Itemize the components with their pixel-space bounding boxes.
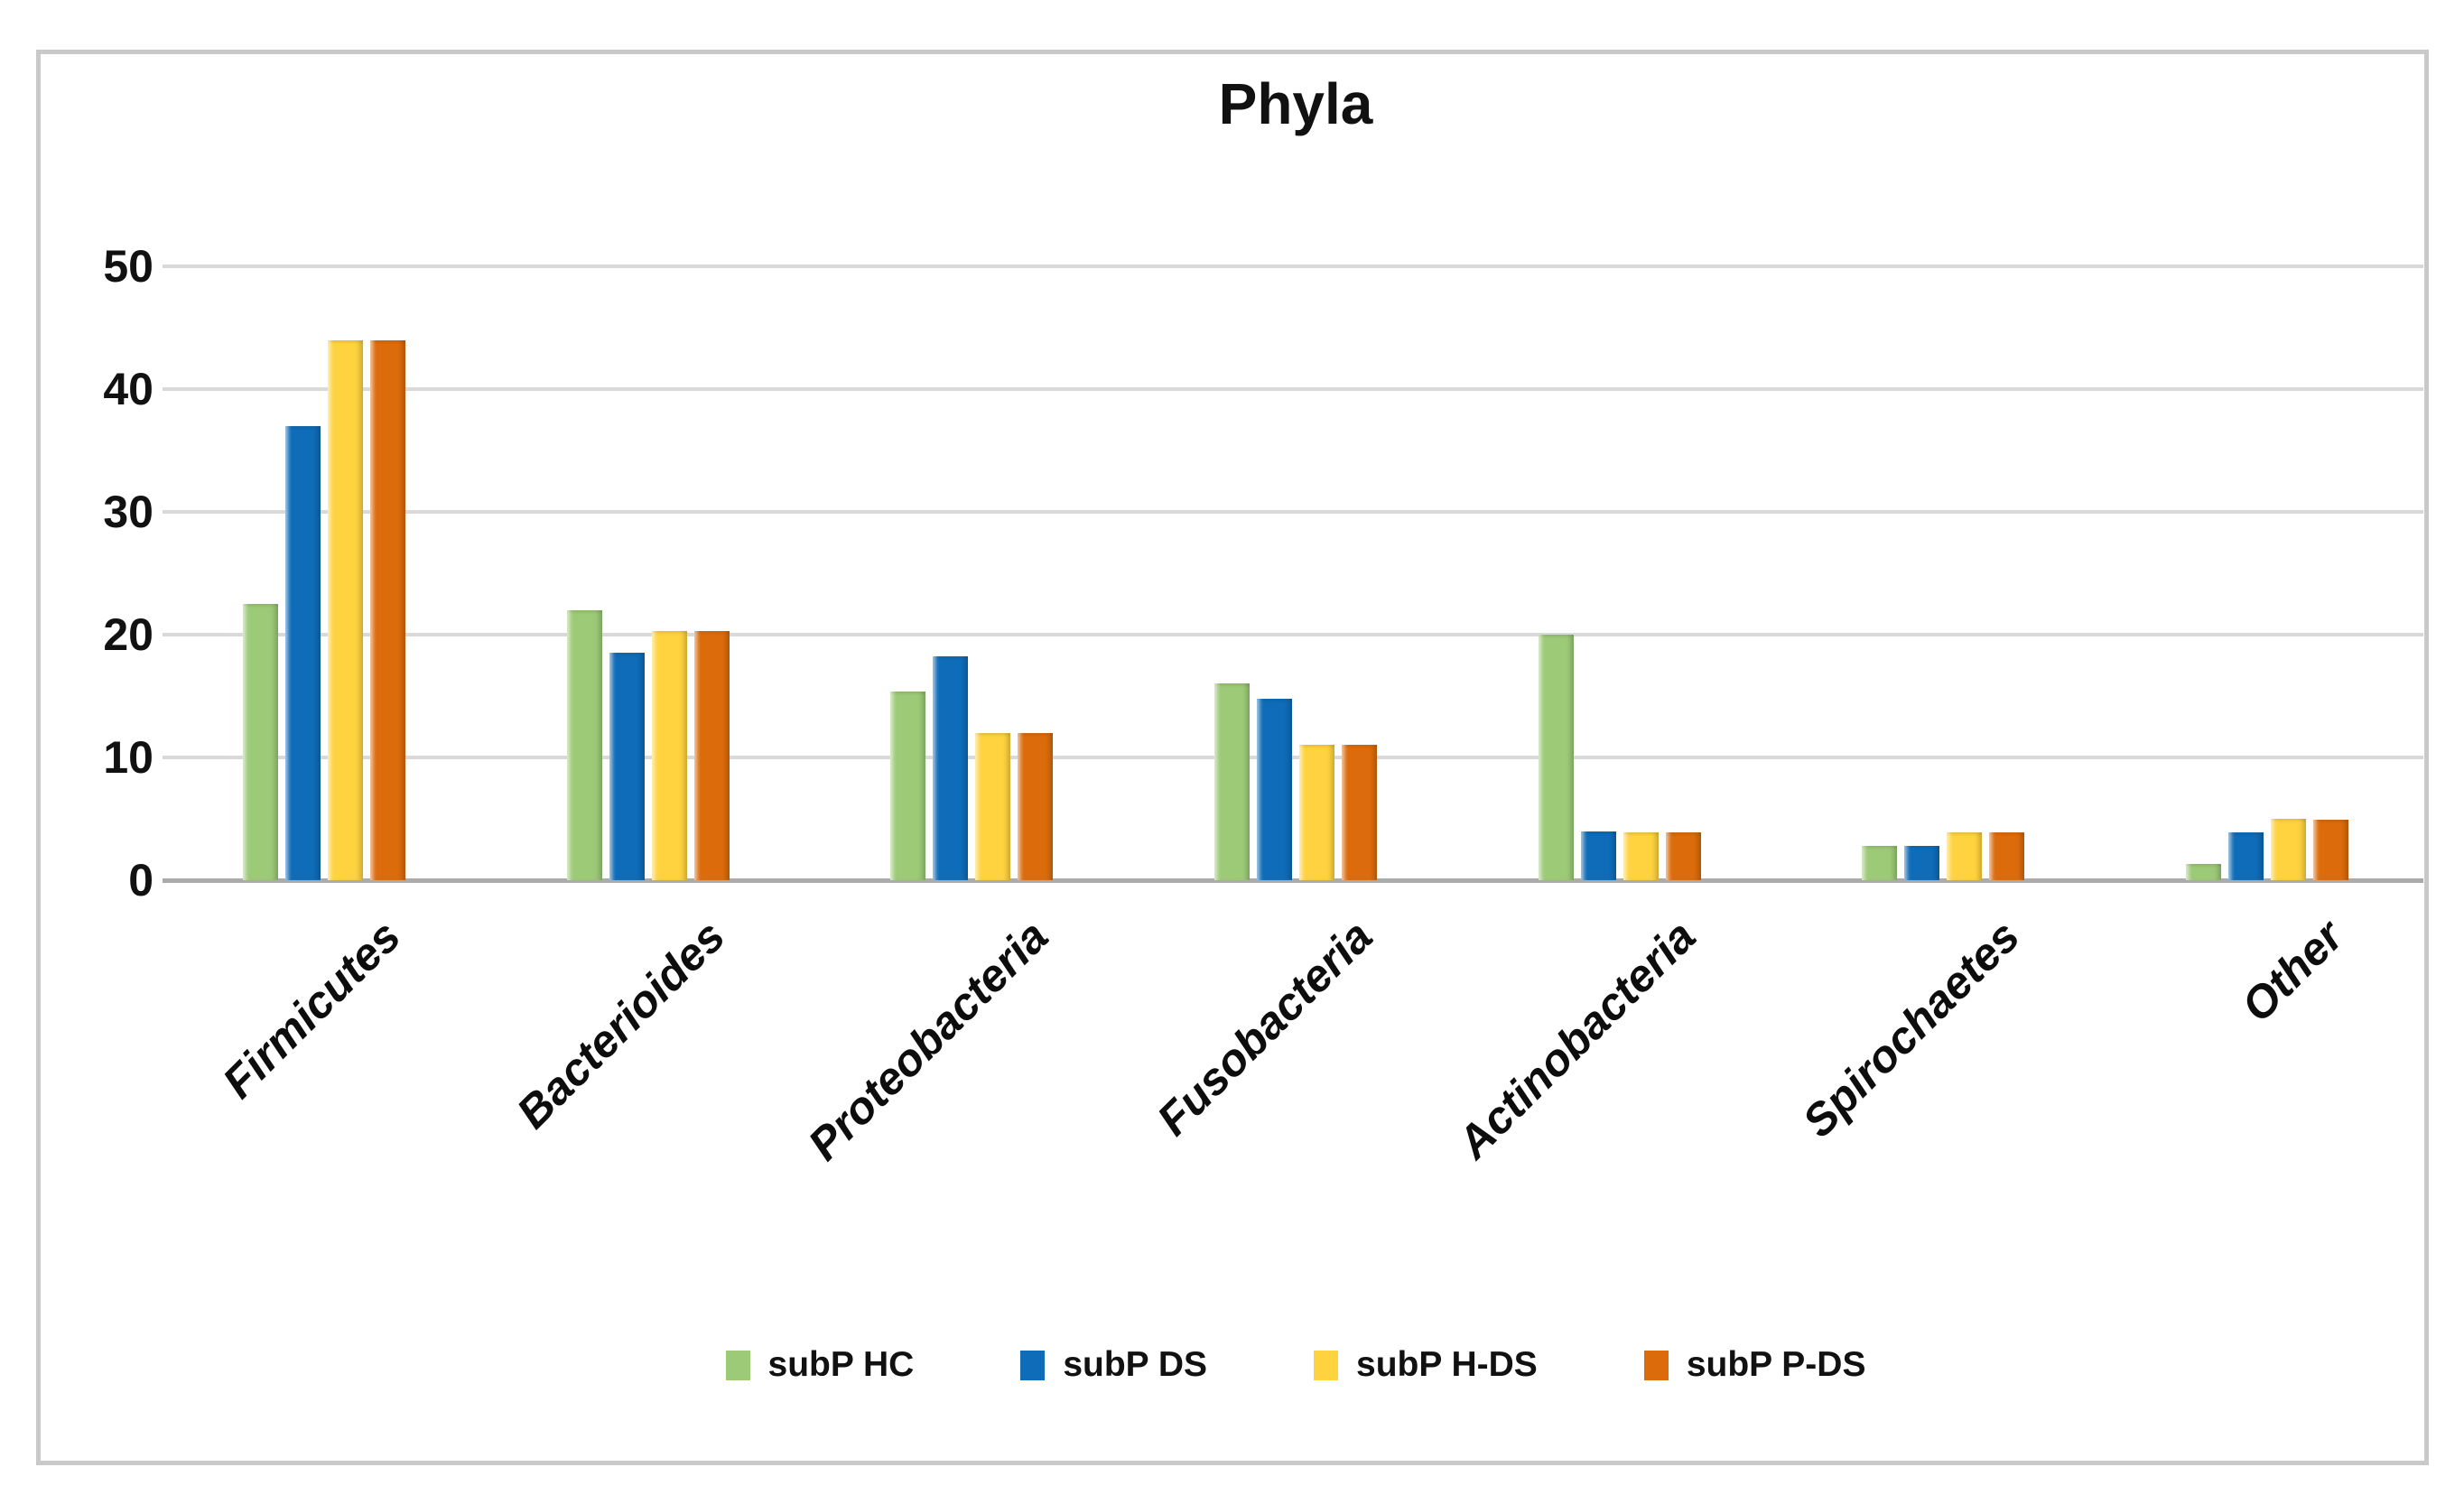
legend-item: subP P-DS [1643,1345,1866,1385]
bar [609,653,645,880]
bar [975,732,1011,880]
legend-swatch [725,1350,750,1380]
bar [1214,683,1251,880]
bar [285,425,321,880]
legend-item: subP HC [725,1345,915,1385]
bar [1342,745,1378,880]
bar-cluster [890,266,1054,880]
bar [2270,819,2306,880]
bar [1018,732,1054,880]
y-axis-tick-label: 40 [103,364,153,414]
gridline [163,756,2423,759]
y-axis-tick-label: 0 [128,855,153,905]
legend-swatch [1020,1350,1046,1380]
bar-cluster [1538,266,1701,880]
legend-item: subP DS [1020,1345,1207,1385]
plot-area [163,265,2429,883]
y-axis-tick-label: 10 [103,732,153,783]
bar-group [1781,266,2106,880]
bar [693,630,730,880]
bar [1538,635,1574,880]
bar [566,609,602,880]
bar-cluster [1862,266,2025,880]
bar [890,691,926,880]
bar [1989,831,2025,880]
bar [1665,831,1701,880]
legend-label: subP P-DS [1686,1345,1866,1384]
bar-group [487,266,811,880]
bar [370,339,406,880]
bar [651,630,687,880]
bar-cluster [1214,266,1378,880]
bar [2312,820,2348,880]
legend: subP HC subP DS subP H-DS subP P-DS [163,1334,2429,1396]
bar [2185,864,2221,880]
bar [328,339,364,880]
bar [1862,845,1898,880]
gridline [163,510,2423,514]
bar [1580,831,1616,880]
bar-cluster [566,266,730,880]
legend-item: subP H-DS [1314,1345,1538,1385]
bar [243,604,279,880]
legend-label: subP H-DS [1356,1345,1538,1384]
bar-layer [163,266,2429,880]
bar [933,656,969,880]
bar [2227,831,2264,880]
bar-group [2105,266,2429,880]
bar-cluster [243,266,406,880]
bar-cluster [2185,266,2348,880]
bar [1947,831,1983,880]
gridline [163,265,2423,268]
chart-title: Phyla [1218,71,1373,136]
y-axis-tick-label: 20 [103,609,153,660]
bar-group [1457,266,1781,880]
bar [1904,845,1940,880]
bar-group [1134,266,1458,880]
legend-label: subP HC [767,1345,915,1384]
bar [1299,745,1335,880]
bar-group [163,266,487,880]
x-axis-baseline [163,878,2423,883]
y-axis-tick-label: 50 [103,241,153,292]
y-axis-tick-label: 30 [103,487,153,537]
gridline [163,387,2423,391]
gridline [163,633,2423,636]
legend-label: subP DS [1063,1345,1207,1384]
bar [1257,698,1293,880]
legend-swatch [1314,1350,1338,1380]
legend-swatch [1643,1350,1669,1380]
bar [1623,831,1659,880]
bar-group [810,266,1134,880]
